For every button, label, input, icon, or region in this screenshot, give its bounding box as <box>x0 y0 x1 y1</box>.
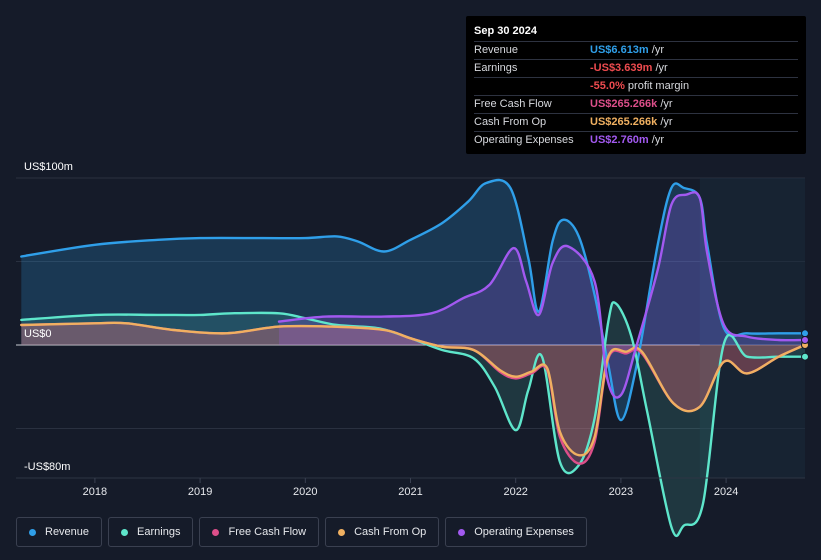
tooltip-row-value: US$265.266k /yr <box>590 96 673 113</box>
tooltip-row-value: US$2.760m /yr <box>590 132 664 149</box>
cash-from-op-line <box>20 321 807 457</box>
tooltip-row-number: US$2.760m <box>590 134 649 146</box>
legend-item-operating-expenses[interactable]: Operating Expenses <box>445 517 587 547</box>
cash-from-op-area <box>21 322 806 456</box>
tooltip-row-unit: profit margin <box>627 80 690 92</box>
tooltip-row-label: Operating Expenses <box>474 134 574 146</box>
legend-dot-icon <box>338 528 346 536</box>
series-areas <box>21 179 806 536</box>
x-tick-label: 2019 <box>188 486 212 498</box>
x-tick-label: 2022 <box>503 486 527 498</box>
y-axis-zero-label: US$0 <box>24 328 52 340</box>
operating-expenses-end-dot <box>801 335 809 344</box>
legend-dot-icon <box>212 528 220 536</box>
tooltip-row-number: US$6.613m <box>590 44 649 56</box>
tooltip-row-number: -55.0% <box>590 80 625 92</box>
tooltip-row-label: Revenue <box>474 44 519 56</box>
tooltip-row: Operating Expenses US$2.760m /yr <box>474 132 798 149</box>
tooltip-row-value: US$265.266k /yr <box>590 114 673 131</box>
x-tick-label: 2018 <box>83 486 107 498</box>
tooltip-row-unit: /yr <box>655 62 668 74</box>
tooltip-row: Revenue US$6.613m /yr <box>474 42 798 60</box>
chart-grid <box>16 177 805 429</box>
tooltip-row-unit: /yr <box>660 98 673 110</box>
earnings-line <box>20 301 807 538</box>
tooltip-row-value: -55.0% profit margin <box>590 78 689 95</box>
revenue-area <box>21 179 806 421</box>
legend-dot-icon <box>29 528 36 536</box>
tooltip-row: Free Cash Flow US$265.266k /yr <box>474 96 798 114</box>
tooltip-row-label: Free Cash Flow <box>474 98 552 110</box>
tooltip-row: Cash From Op US$265.266k /yr <box>474 114 798 132</box>
tooltip-row-value: US$6.613m /yr <box>590 42 664 59</box>
operating-expenses-area <box>279 192 805 398</box>
y-axis-top-label: US$100m <box>24 161 73 173</box>
series-end-dots <box>801 329 809 361</box>
tooltip-date: Sep 30 2024 <box>474 24 798 42</box>
legend-label: Cash From Op <box>354 526 427 538</box>
legend-label: Earnings <box>137 526 181 538</box>
legend-label: Operating Expenses <box>474 526 574 538</box>
revenue-end-dot <box>801 329 809 338</box>
free-cash-flow-area <box>21 322 806 464</box>
legend-item-free-cash-flow[interactable]: Free Cash Flow <box>199 517 320 547</box>
x-axis-ticks: 2018 2019 2020 2021 2022 2023 2024 <box>83 478 738 498</box>
tooltip-row-unit: /yr <box>651 134 665 146</box>
legend-item-revenue[interactable]: Revenue <box>16 517 103 547</box>
operating-expenses-line <box>277 191 807 399</box>
x-tick-label: 2023 <box>609 486 633 498</box>
x-tick-label: 2020 <box>293 486 317 498</box>
series-lines <box>20 178 807 538</box>
legend-dot-icon <box>458 528 466 536</box>
tooltip-row-value: -US$3.639m /yr <box>590 60 668 77</box>
chart-legend: Revenue Earnings Free Cash Flow Cash From O… <box>16 517 587 547</box>
tooltip-row: Earnings -US$3.639m /yr <box>474 60 798 78</box>
legend-item-earnings[interactable]: Earnings <box>108 517 194 547</box>
earnings-end-dot <box>801 352 809 361</box>
x-tick-label: 2024 <box>714 486 738 498</box>
tooltip-row-label: Cash From Op <box>474 116 547 128</box>
y-axis-bottom-label: -US$80m <box>24 461 70 473</box>
legend-dot-icon <box>121 528 129 536</box>
forecast-band <box>699 178 805 478</box>
tooltip-row-number: US$265.266k <box>590 116 658 128</box>
tooltip-row-number: US$265.266k <box>590 98 658 110</box>
tooltip-row-label: Earnings <box>474 62 518 74</box>
tooltip-rows: Revenue US$6.613m /yr Earnings -US$3.639m /… <box>474 42 798 149</box>
x-tick-label: 2021 <box>398 486 422 498</box>
legend-label: Free Cash Flow <box>228 526 307 538</box>
earnings-area <box>21 302 806 536</box>
legend-label: Revenue <box>45 526 90 538</box>
tooltip-row-unit: /yr <box>651 44 665 56</box>
tooltip-row: -55.0% profit margin <box>474 78 798 96</box>
legend-item-cash-from-op[interactable]: Cash From Op <box>325 517 440 547</box>
tooltip-row-number: -US$3.639m <box>590 62 653 74</box>
tooltip-row-unit: /yr <box>660 116 673 128</box>
data-tooltip: Sep 30 2024 Revenue US$6.613m /yr Earnings… <box>466 16 806 154</box>
